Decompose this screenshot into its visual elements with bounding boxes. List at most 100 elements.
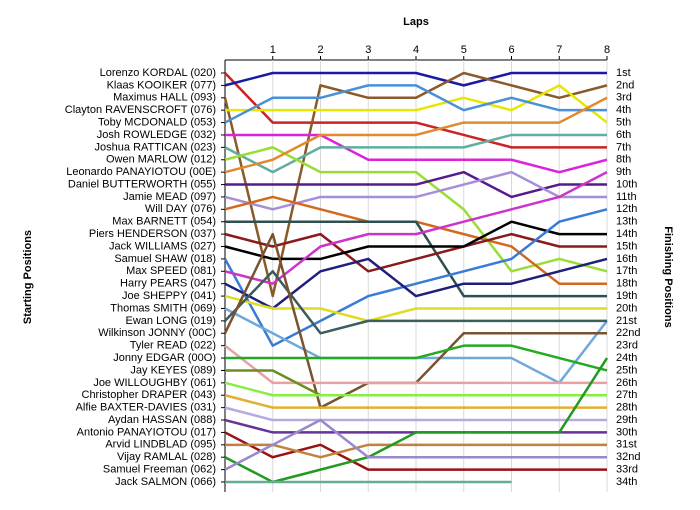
position-line	[224, 84, 607, 124]
start-label: Tyler READ (022)	[130, 340, 216, 352]
position-line	[224, 170, 607, 211]
x-tick-label: 6	[508, 44, 514, 56]
finish-label: 8th	[616, 154, 631, 166]
start-label: Arvid LINDBLAD (095)	[105, 439, 216, 451]
position-line	[225, 220, 607, 298]
position-line	[225, 344, 608, 372]
start-label: Jay KEYES (089)	[130, 364, 216, 376]
x-tick-label: 1	[270, 44, 276, 56]
start-label: Joe WILLOUGHBY (061)	[93, 377, 216, 389]
start-label: Samuel Freeman (062)	[103, 464, 216, 476]
start-label: Jack WILLIAMS (027)	[109, 240, 216, 252]
start-label: Max BARNETT (054)	[112, 216, 216, 228]
start-label: Alfie BAXTER-DAVIES (031)	[76, 402, 216, 414]
finish-label: 28th	[616, 402, 637, 414]
start-label: Leonardo PANAYIOTOU (00E)	[66, 166, 216, 178]
position-line	[224, 381, 607, 397]
finish-label: 26th	[616, 377, 637, 389]
position-line	[223, 208, 608, 347]
x-tick-label: 7	[556, 44, 562, 56]
position-line	[224, 394, 607, 409]
finish-label: 3rd	[616, 92, 632, 104]
finish-label: 23rd	[616, 340, 638, 352]
finish-label: 19th	[616, 290, 637, 302]
start-label: Jamie MEAD (097)	[123, 191, 216, 203]
start-label: Aydan HASSAN (088)	[108, 414, 216, 426]
start-label: Lorenzo KORDAL (020)	[100, 67, 216, 79]
finish-label: 10th	[616, 178, 637, 190]
x-tick-label: 5	[461, 44, 467, 56]
finish-label: 21st	[616, 315, 637, 327]
start-label: Ewan LONG (019)	[126, 315, 216, 327]
start-label: Christopher DRAPER (043)	[82, 389, 217, 401]
finish-label: 18th	[616, 278, 637, 290]
position-line	[224, 220, 607, 261]
finish-label: 4th	[616, 104, 631, 116]
position-line	[224, 344, 607, 385]
position-line	[224, 133, 607, 174]
start-label: Vijay RAMLAL (028)	[117, 451, 216, 463]
position-line	[224, 71, 607, 87]
position-line	[224, 418, 607, 471]
finish-label: 31st	[616, 439, 637, 451]
x-tick-label: 2	[317, 44, 323, 56]
start-label: Will DAY (076)	[145, 203, 216, 215]
start-label: Daniel BUTTERWORTH (055)	[68, 178, 216, 190]
position-line	[224, 406, 607, 422]
chart-title: Laps	[403, 16, 429, 28]
finish-label: 2nd	[616, 79, 634, 91]
finish-label: 7th	[616, 141, 631, 153]
finish-label: 25th	[616, 364, 637, 376]
start-label: Jonny EDGAR (00O)	[113, 352, 216, 364]
finish-label: 1st	[616, 67, 631, 79]
start-label: Piers HENDERSON (037)	[89, 228, 216, 240]
x-tick-label: 3	[365, 44, 371, 56]
finish-label: 11th	[616, 191, 637, 203]
finish-label: 13th	[616, 216, 637, 228]
finish-label: 33rd	[616, 464, 638, 476]
start-label: Antonio PANAYIOTOU (017)	[77, 426, 216, 438]
finish-label: 30th	[616, 426, 637, 438]
start-label: Wilkinson JONNY (00C)	[98, 327, 216, 339]
start-label: Joshua RATTICAN (023)	[95, 141, 216, 153]
position-line	[224, 72, 607, 149]
finish-label: 6th	[616, 129, 631, 141]
position-line	[224, 294, 607, 323]
x-tick-label: 8	[604, 44, 610, 56]
position-line	[225, 84, 608, 124]
y-axis-title: Starting Positions	[22, 230, 34, 324]
finish-label: 22nd	[616, 327, 640, 339]
start-label: Josh ROWLEDGE (032)	[97, 129, 216, 141]
start-label: Samuel SHAW (018)	[114, 253, 216, 265]
start-label: Joe SHEPPY (041)	[122, 290, 216, 302]
start-label: Maximus HALL (093)	[113, 92, 216, 104]
position-line	[224, 431, 607, 471]
position-line	[224, 357, 609, 484]
position-line	[224, 146, 608, 273]
finish-label: 5th	[616, 116, 631, 128]
finish-label: 20th	[616, 302, 637, 314]
finish-label: 24th	[616, 352, 637, 364]
finish-label: 12th	[616, 203, 637, 215]
start-label: Thomas SMITH (069)	[110, 302, 216, 314]
finish-label: 27th	[616, 389, 637, 401]
position-line	[225, 133, 608, 174]
start-label: Max SPEED (081)	[126, 265, 216, 277]
finish-label: 16th	[616, 253, 637, 265]
start-label: Toby MCDONALD (053)	[98, 116, 216, 128]
y2-axis-title: Finishing Positions	[662, 226, 674, 327]
finish-label: 15th	[616, 240, 637, 252]
finish-label: 9th	[616, 166, 631, 178]
finish-label: 29th	[616, 414, 637, 426]
finish-label: 34th	[616, 476, 637, 488]
position-line	[224, 232, 607, 273]
finish-label: 17th	[616, 265, 637, 277]
start-label: Owen MARLOW (012)	[106, 154, 216, 166]
position-line	[224, 96, 608, 174]
start-label: Harry PEARS (047)	[120, 278, 216, 290]
position-line	[225, 443, 607, 459]
finish-label: 14th	[616, 228, 637, 240]
start-label: Jack SALMON (066)	[115, 476, 216, 488]
start-label: Clayton RAVENSCROFT (076)	[65, 104, 216, 116]
